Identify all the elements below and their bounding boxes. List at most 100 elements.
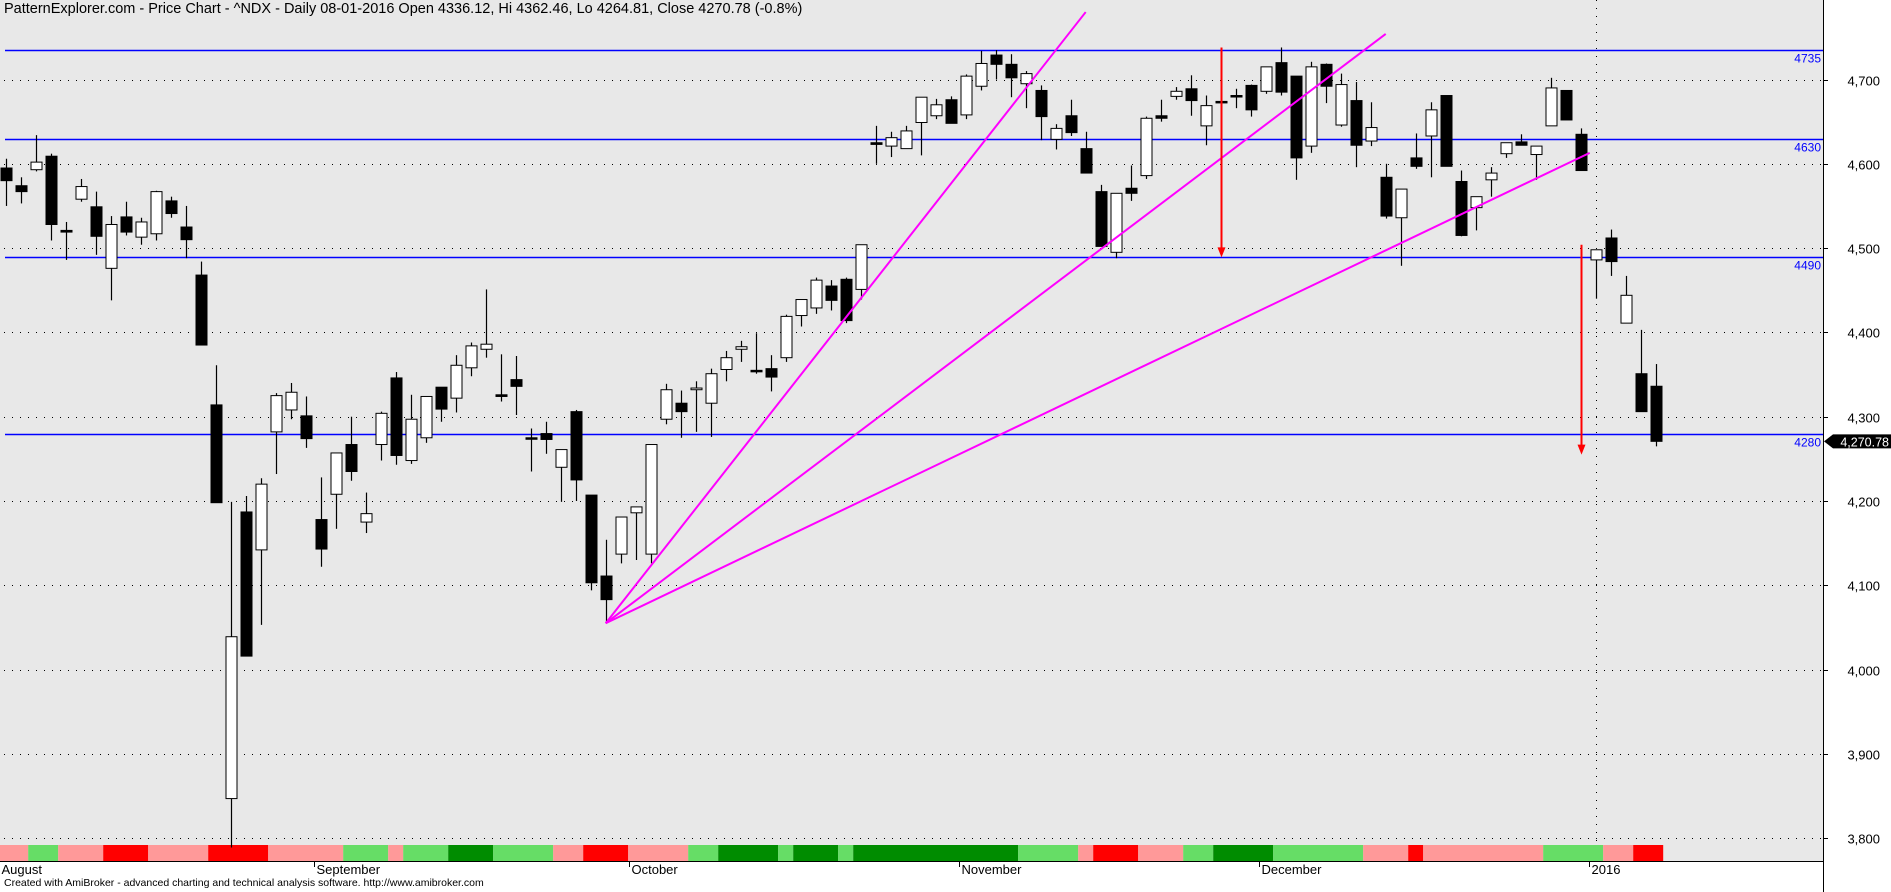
candle-down (315, 519, 328, 550)
candle-down (600, 575, 613, 601)
candle-up (690, 387, 703, 391)
candle-down (1155, 115, 1168, 119)
candle-down (990, 54, 1003, 65)
y-tick-label: 3,900 (1847, 748, 1880, 763)
candle-down (675, 402, 688, 413)
candle-down (1275, 62, 1288, 93)
band-segment (1018, 845, 1079, 861)
candle-up (225, 636, 238, 800)
candle-down (210, 404, 223, 504)
band-segment (853, 845, 1019, 861)
target-arrow-head (1217, 247, 1226, 258)
candle-up (1620, 294, 1633, 324)
candle-up (780, 315, 793, 359)
candle-up (330, 452, 343, 495)
band-segment (628, 845, 689, 861)
band-segment (1363, 845, 1409, 861)
candle-down (840, 278, 853, 322)
candle-up (270, 395, 283, 433)
candle-up (1020, 73, 1033, 85)
candle-up (630, 506, 643, 514)
candle-up (30, 161, 43, 171)
candle-down (540, 433, 553, 440)
candle-up (1170, 90, 1183, 97)
candle-up (1530, 145, 1543, 156)
y-tick-label: 4,600 (1847, 158, 1880, 173)
candle-down (765, 368, 778, 378)
band-segment (1213, 845, 1274, 861)
band-segment (1408, 845, 1424, 861)
candle-up (1140, 117, 1153, 177)
candle-up (735, 346, 748, 350)
candle-down (750, 369, 763, 373)
candle-up (135, 221, 148, 238)
band-segment (583, 845, 629, 861)
footer-credit: Created with AmiBroker - advanced charti… (4, 877, 484, 889)
band-segment (553, 845, 584, 861)
candle-up (1590, 249, 1603, 261)
x-tick-label: September (317, 862, 381, 877)
band-segment (493, 845, 554, 861)
band-segment (268, 845, 344, 861)
x-tick-label: November (962, 862, 1023, 877)
candle-up (615, 516, 628, 555)
candle-down (1350, 100, 1363, 146)
band-segment (1633, 845, 1664, 861)
candle-up (1110, 192, 1123, 253)
target-arrow-head (1577, 444, 1586, 455)
candle-down (1515, 141, 1528, 146)
candle-up (720, 357, 733, 370)
band-segment (58, 845, 104, 861)
band-segment (1138, 845, 1184, 861)
y-tick-label: 4,000 (1847, 664, 1880, 679)
candle-down (345, 444, 358, 472)
candle-down (585, 494, 598, 584)
y-tick-label: 4,100 (1847, 579, 1880, 594)
fan-line (605, 151, 1591, 625)
band-segment (28, 845, 59, 861)
candle-up (255, 483, 268, 551)
candle-up (645, 444, 658, 555)
candle-down (1575, 133, 1588, 172)
candle-down (1005, 63, 1018, 79)
band-segment (1183, 845, 1214, 861)
candle-down (1245, 84, 1258, 111)
candle-down (825, 285, 838, 301)
candle-down (180, 226, 193, 241)
candle-down (240, 511, 253, 657)
candle-up (1200, 105, 1213, 127)
candle-up (960, 75, 973, 116)
candle-down (60, 229, 73, 233)
candle-up (915, 96, 928, 123)
last-price-marker (1824, 434, 1891, 449)
x-tick-label: 2016 (1592, 862, 1621, 877)
x-tick-label: August (2, 862, 43, 877)
candle-up (885, 137, 898, 147)
band-segment (208, 845, 269, 861)
candle-down (1095, 191, 1108, 247)
candles (0, 47, 1663, 848)
candle-up (480, 343, 493, 350)
candle-up (75, 186, 88, 200)
candle-up (1545, 87, 1558, 127)
candle-up (1485, 172, 1498, 181)
candle-up (705, 373, 718, 404)
candle-up (1500, 142, 1513, 155)
candle-down (0, 167, 13, 182)
band-segment (793, 845, 839, 861)
chart-title: PatternExplorer.com - Price Chart - ^NDX… (4, 1, 803, 17)
candle-up (1365, 127, 1378, 142)
candle-up (375, 412, 388, 446)
candle-down (90, 206, 103, 237)
candle-up (1425, 109, 1438, 137)
candle-down (15, 185, 28, 193)
candle-down (390, 377, 403, 456)
y-tick-label: 4,700 (1847, 74, 1880, 89)
candle-down (195, 274, 208, 346)
y-tick-label: 4,400 (1847, 326, 1880, 341)
candle-up (855, 244, 868, 290)
candle-up (360, 513, 373, 523)
band-segment (1078, 845, 1094, 861)
y-tick-label: 4,300 (1847, 411, 1880, 426)
